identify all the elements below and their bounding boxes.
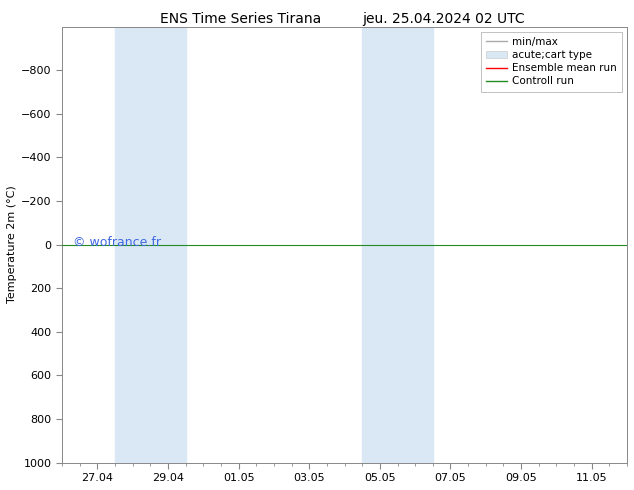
Bar (115, 26, 186, 463)
Text: jeu. 25.04.2024 02 UTC: jeu. 25.04.2024 02 UTC (363, 12, 525, 26)
Text: ENS Time Series Tirana: ENS Time Series Tirana (160, 12, 321, 26)
Text: © wofrance.fr: © wofrance.fr (74, 236, 161, 249)
Bar (362, 26, 433, 463)
Y-axis label: Temperature 2m (°C): Temperature 2m (°C) (7, 186, 17, 303)
Legend: min/max, acute;cart type, Ensemble mean run, Controll run: min/max, acute;cart type, Ensemble mean … (481, 32, 622, 92)
